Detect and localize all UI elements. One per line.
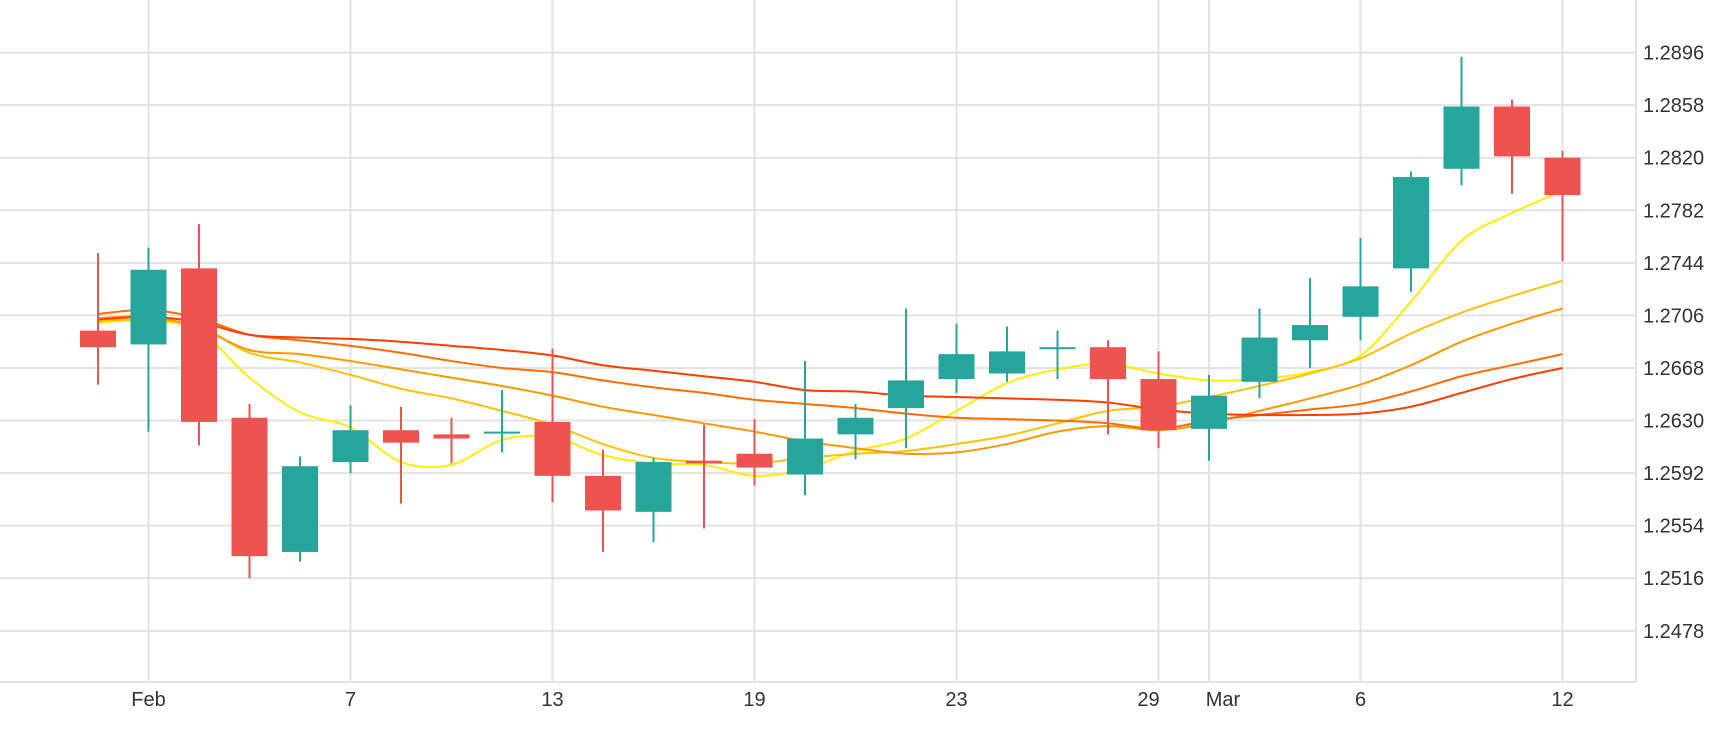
- moving-average-line: [97, 315, 1563, 417]
- y-tick-label: 1.2630: [1643, 411, 1704, 433]
- x-tick-label: 7: [345, 689, 356, 711]
- candle: [787, 361, 823, 496]
- candle: [1443, 56, 1480, 186]
- y-tick-label: 1.2820: [1643, 148, 1704, 170]
- candle: [989, 326, 1025, 382]
- x-tick-label: 12: [1551, 689, 1573, 711]
- candle-body: [686, 460, 722, 464]
- y-tick-label: 1.2896: [1643, 43, 1704, 65]
- candle: [484, 390, 520, 453]
- candle: [1393, 171, 1429, 292]
- x-tick-label: 19: [743, 689, 765, 711]
- candle-body: [1544, 157, 1581, 196]
- candle-body: [1393, 177, 1429, 269]
- candle-body: [635, 462, 672, 512]
- candle: [383, 406, 419, 504]
- candle-body: [1140, 379, 1177, 431]
- candle: [938, 323, 975, 393]
- candle: [433, 417, 470, 464]
- candle: [231, 403, 268, 579]
- candle-body: [534, 421, 571, 476]
- candle-body: [80, 330, 116, 348]
- candle-body: [736, 453, 773, 468]
- candle-body: [433, 434, 470, 439]
- candle-body: [332, 430, 369, 463]
- candle-body: [181, 268, 217, 422]
- y-tick-label: 1.2706: [1643, 305, 1704, 327]
- x-tick-label: 29: [1137, 689, 1159, 711]
- candle-body: [989, 351, 1025, 374]
- candle-body: [1191, 395, 1227, 429]
- candle: [736, 419, 773, 486]
- moving-average-line: [97, 308, 1563, 430]
- candle-body: [484, 431, 520, 434]
- candle: [585, 449, 621, 552]
- y-tick-label: 1.2478: [1643, 621, 1704, 643]
- candle: [1494, 99, 1530, 194]
- x-axis: Feb 7 13 19 23 29 Mar 6 12: [131, 689, 1573, 711]
- x-tick-label: Mar: [1206, 689, 1241, 711]
- candle: [181, 224, 217, 446]
- candle: [130, 247, 167, 432]
- candles: [80, 56, 1581, 579]
- candle: [1090, 340, 1126, 435]
- gridlines: [0, 0, 1636, 682]
- x-tick-label: Feb: [131, 689, 165, 711]
- moving-average-line: [97, 307, 1563, 456]
- candle-body: [1443, 106, 1480, 169]
- x-tick-label: 13: [541, 689, 563, 711]
- y-tick-label: 1.2782: [1643, 200, 1704, 222]
- candle: [1140, 351, 1177, 449]
- moving-average-line: [97, 189, 1563, 477]
- y-tick-label: 1.2744: [1643, 253, 1704, 275]
- candle: [332, 405, 369, 474]
- plot-frame: [0, 0, 1637, 683]
- candle-body: [837, 417, 874, 435]
- y-tick-label: 1.2554: [1643, 516, 1704, 538]
- x-tick-label: 23: [945, 689, 967, 711]
- candle-body: [1090, 347, 1126, 380]
- candle: [1039, 330, 1076, 380]
- y-tick-label: 1.2592: [1643, 463, 1704, 485]
- candle: [686, 424, 722, 529]
- candle-body: [787, 438, 823, 475]
- candle: [1191, 374, 1227, 461]
- candle: [1342, 237, 1379, 341]
- candle-body: [938, 354, 975, 380]
- candle: [1292, 278, 1328, 368]
- y-tick-label: 1.2516: [1643, 568, 1704, 590]
- candle-body: [231, 417, 268, 557]
- candle-body: [1292, 325, 1328, 341]
- candle: [635, 457, 672, 543]
- candle-body: [1494, 106, 1530, 157]
- candle: [80, 253, 116, 385]
- x-tick-label: 6: [1355, 689, 1366, 711]
- candle: [888, 308, 924, 449]
- candle: [1241, 308, 1278, 399]
- y-tick-label: 1.2858: [1643, 95, 1704, 117]
- candle-body: [282, 466, 318, 552]
- candle: [282, 456, 318, 562]
- candle-body: [1241, 337, 1278, 382]
- candle-body: [1342, 286, 1379, 317]
- candle: [1544, 150, 1581, 262]
- candle: [534, 348, 571, 503]
- moving-average-line: [97, 279, 1563, 465]
- candle-body: [130, 269, 167, 345]
- candle-body: [888, 380, 924, 409]
- candle: [837, 403, 874, 460]
- y-tick-label: 1.2668: [1643, 358, 1704, 380]
- candle-body: [1039, 347, 1076, 350]
- y-axis: 1.2896 1.2858 1.2820 1.2782 1.2744 1.2706 1.26…: [1643, 43, 1704, 643]
- candle-body: [383, 430, 419, 443]
- candle-body: [585, 475, 621, 511]
- moving-average-lines: [97, 189, 1563, 477]
